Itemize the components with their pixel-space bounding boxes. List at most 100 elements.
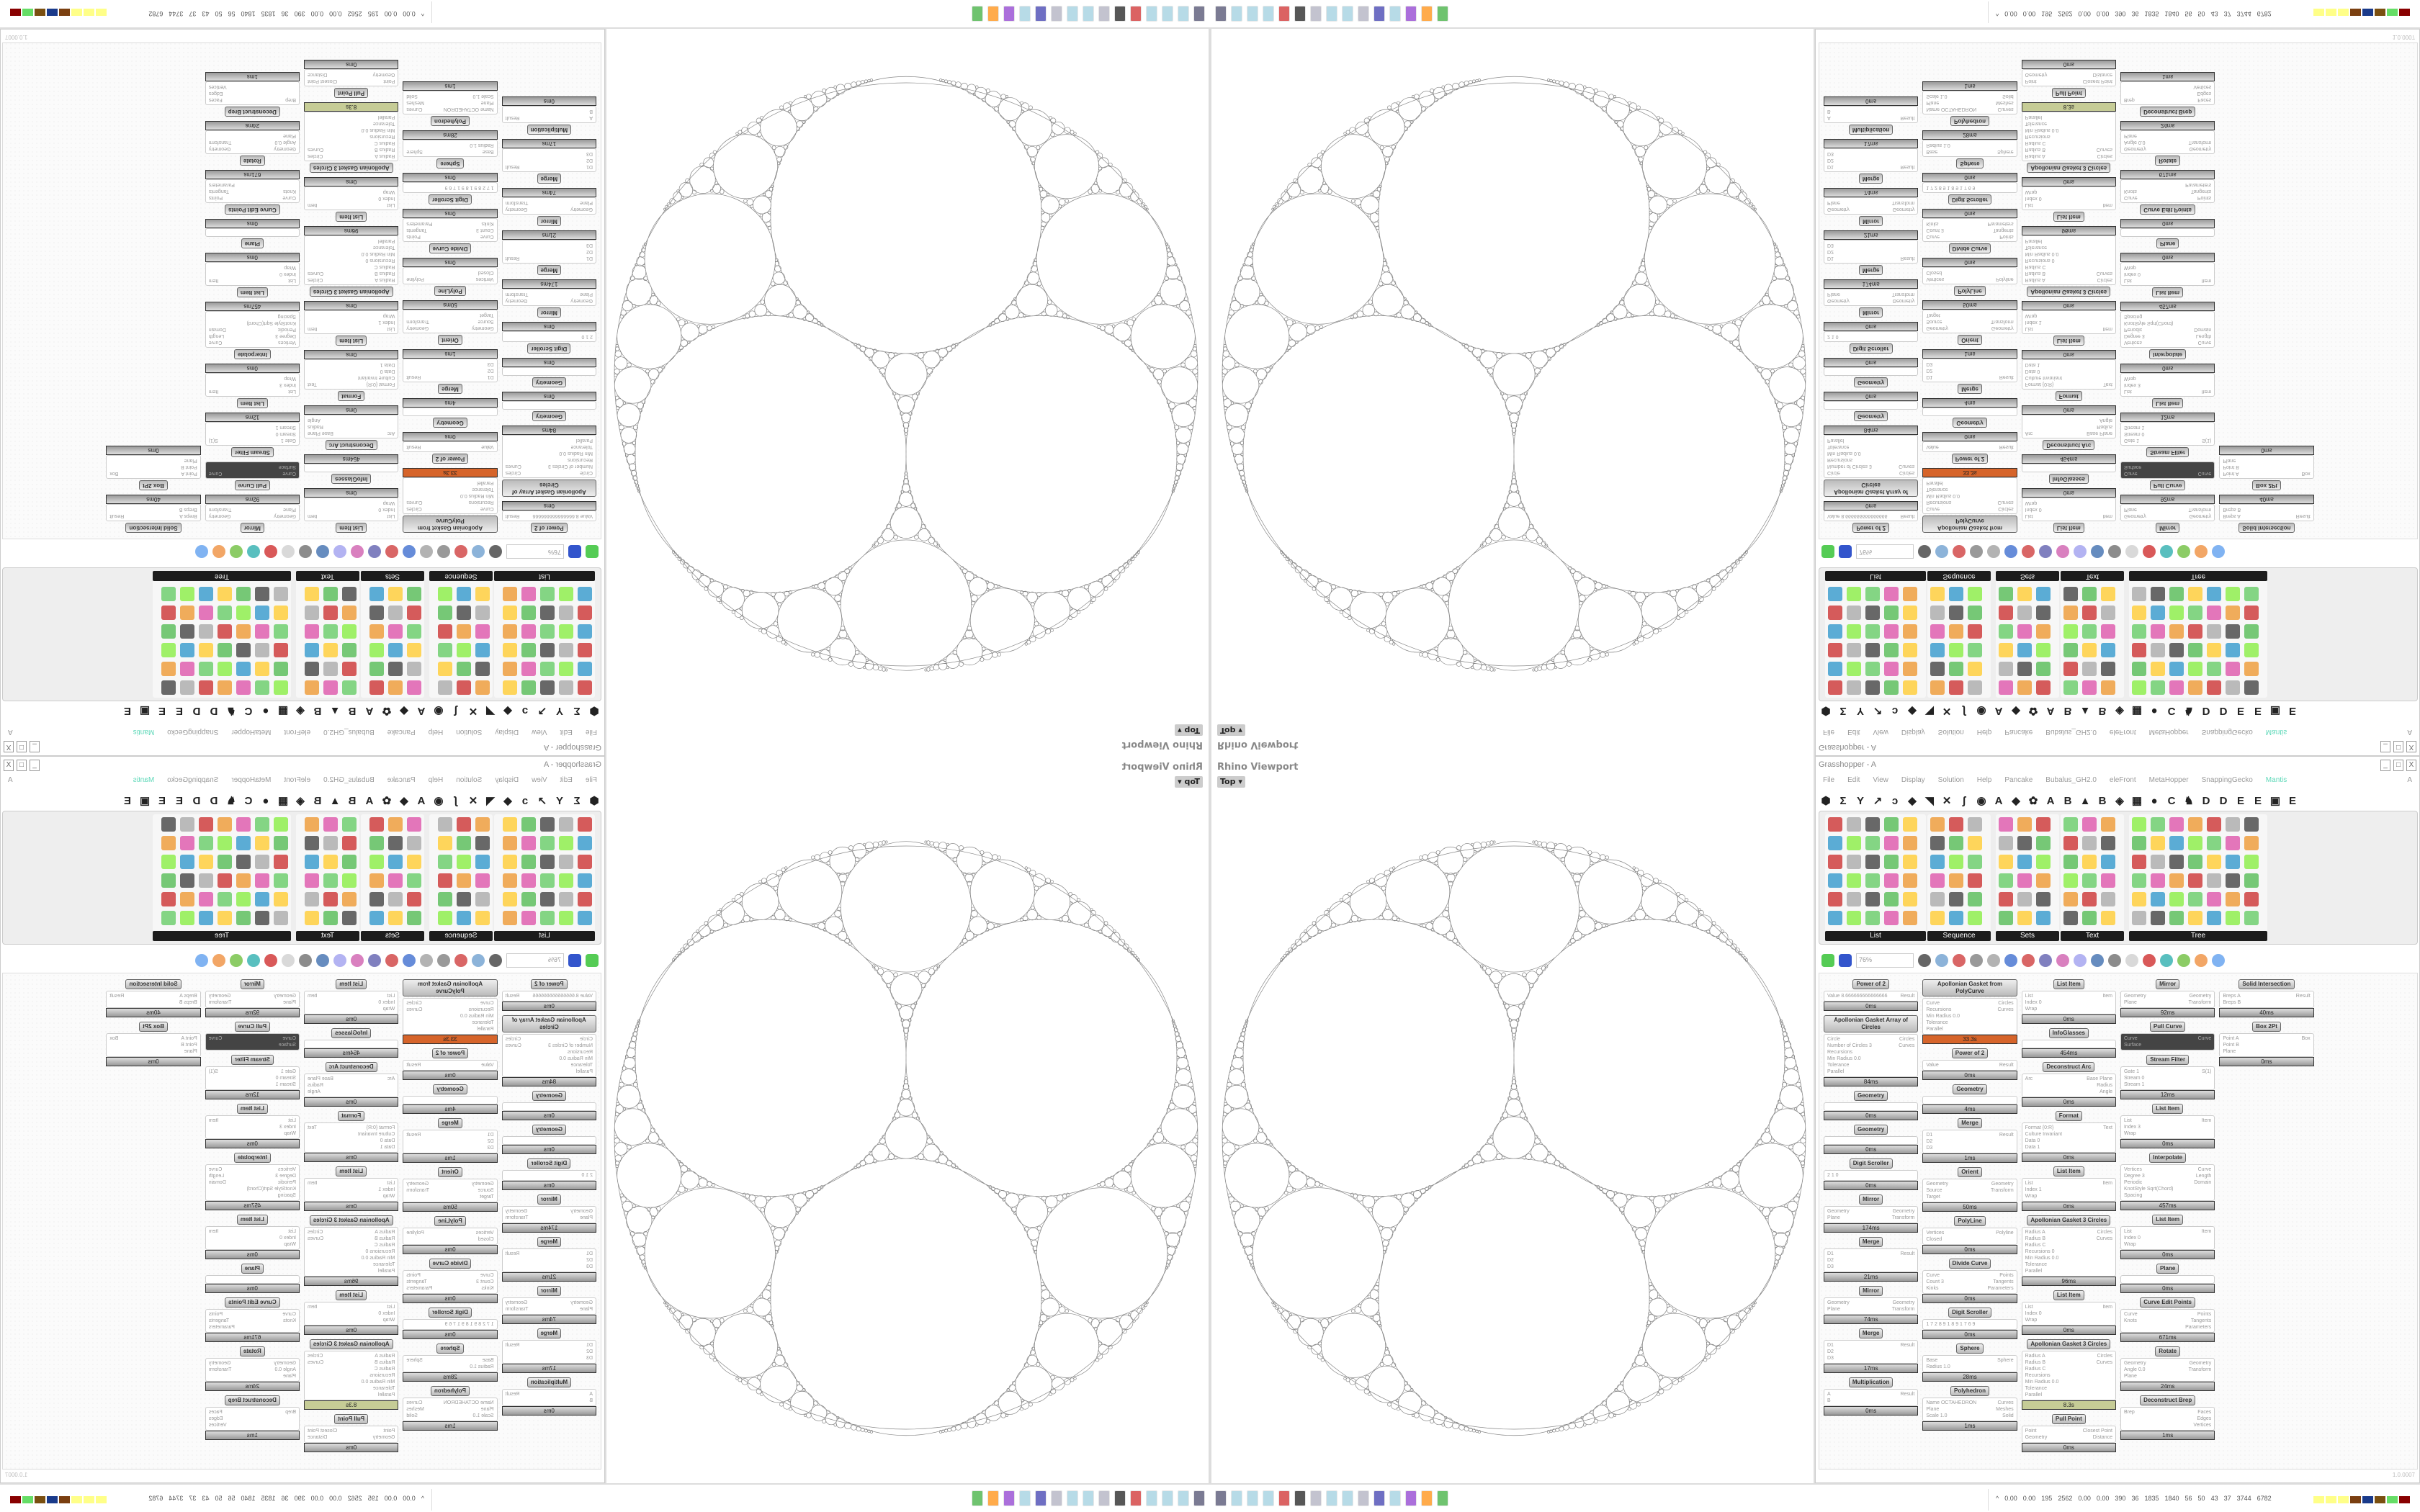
input-param[interactable]: Curve	[480, 506, 494, 511]
output-param[interactable]: Item	[2102, 513, 2112, 518]
component-icon[interactable]	[1999, 624, 2013, 639]
input-param[interactable]: Radius A	[2025, 1354, 2045, 1359]
input-param[interactable]: Value	[1926, 1063, 1939, 1068]
ribbon-group-label[interactable]: Sets	[361, 571, 424, 581]
input-param[interactable]: Parallel	[377, 1392, 395, 1398]
input-param[interactable]: B	[589, 1398, 593, 1403]
component-icon[interactable]	[2101, 606, 2115, 620]
component-icon[interactable]	[540, 873, 555, 888]
input-param[interactable]: Tolerance	[372, 1386, 395, 1391]
component-icon[interactable]	[255, 680, 269, 695]
tab-22[interactable]: D	[210, 705, 218, 718]
taskbar-app-icon[interactable]	[1231, 6, 1242, 22]
component-icon[interactable]	[540, 680, 555, 695]
component-icon[interactable]	[521, 606, 536, 620]
menu-item-solution[interactable]: Solution	[456, 728, 483, 736]
component-icon[interactable]	[1828, 855, 1842, 869]
component-icon[interactable]	[1949, 587, 1963, 601]
component-icon[interactable]	[559, 836, 573, 850]
input-param[interactable]: D1	[586, 1343, 593, 1348]
component-icon[interactable]	[1930, 817, 1945, 832]
component-icon[interactable]	[1999, 911, 2013, 925]
input-param[interactable]: Index 1	[2025, 1187, 2042, 1192]
input-param[interactable]: Radius B	[374, 1236, 395, 1241]
component-list-item[interactable]: List Item List Index 0 Wrap Item 0ms	[205, 1215, 300, 1259]
component-icon[interactable]	[1999, 587, 2013, 601]
input-param[interactable]: D2	[487, 1139, 494, 1144]
tab-12[interactable]: ✿	[2028, 705, 2038, 717]
taskbar-app-icon[interactable]	[1003, 6, 1015, 22]
input-param[interactable]: Geometry	[1926, 325, 1949, 330]
component-icon[interactable]	[2036, 680, 2051, 695]
component-icon[interactable]	[2226, 817, 2240, 832]
input-param[interactable]: Parallel	[377, 1269, 395, 1274]
component-icon[interactable]	[388, 624, 403, 639]
output-param[interactable]: Transform	[2188, 140, 2212, 145]
input-param[interactable]: Kinks	[1926, 221, 1939, 226]
input-param[interactable]: Arc	[387, 1076, 395, 1081]
minimize-button[interactable]: _	[30, 741, 40, 752]
toolbar-icon[interactable]	[1935, 954, 1948, 967]
tab-2[interactable]: Y	[1856, 705, 1864, 718]
output-param[interactable]: Parameters	[2185, 182, 2212, 187]
input-param[interactable]: Circle	[580, 1037, 593, 1042]
input-param[interactable]: D3	[586, 1356, 593, 1361]
tab-0[interactable]: ⬢	[589, 795, 599, 807]
component-icon[interactable]	[161, 643, 176, 657]
tab-15[interactable]: ▲	[329, 705, 341, 718]
component-icon[interactable]	[438, 624, 452, 639]
menu-item-edit[interactable]: Edit	[1847, 728, 1860, 736]
component-icon[interactable]	[559, 855, 573, 869]
input-param[interactable]: KnotStyle Sqrt(Chord) Spacing	[246, 1187, 297, 1198]
input-param[interactable]: Plane	[1827, 200, 1840, 205]
input-param[interactable]: Base	[482, 1358, 494, 1363]
component-icon[interactable]	[2207, 911, 2221, 925]
tab-1[interactable]: Σ	[573, 794, 581, 807]
ribbon-group-label[interactable]: Text	[296, 571, 359, 581]
tab-17[interactable]: ◈	[296, 795, 305, 807]
menu-item-edit[interactable]: Edit	[1847, 776, 1860, 784]
output-param[interactable]: Closest Point	[308, 78, 338, 84]
tab-7[interactable]: ✕	[468, 795, 478, 807]
output-param[interactable]: Parameters	[208, 1325, 235, 1330]
component-icon[interactable]	[1903, 817, 1917, 832]
component-icon[interactable]	[236, 680, 251, 695]
component-icon[interactable]	[2017, 911, 2032, 925]
component-geometry[interactable]: Geometry 0ms	[501, 358, 596, 387]
component-icon[interactable]	[407, 817, 421, 832]
component-icon[interactable]	[503, 836, 517, 850]
input-param[interactable]: Radius A	[2025, 153, 2045, 158]
menu-item-snappinggecko[interactable]: SnappingGecko	[167, 728, 219, 736]
output-param[interactable]: Item	[2102, 326, 2112, 331]
minimize-button[interactable]: _	[2380, 760, 2390, 771]
output-param[interactable]: Curve	[2197, 1167, 2212, 1172]
component-icon[interactable]	[1968, 643, 1982, 657]
taskbar-app-icon[interactable]	[1178, 1490, 1189, 1506]
component-geometry[interactable]: Geometry 4ms	[403, 398, 498, 428]
component-icon[interactable]	[2063, 911, 2078, 925]
input-param[interactable]: Stream 0	[275, 1076, 297, 1081]
component-icon[interactable]	[1949, 680, 1963, 695]
component-icon[interactable]	[161, 911, 176, 925]
component-icon[interactable]	[540, 911, 555, 925]
component-digit-scroller[interactable]: Digit Scroller 1 7 2 8 9 1 8 9 1 7 6 9 0ms	[1922, 173, 2017, 204]
toolbar-icon[interactable]	[1953, 545, 1966, 558]
component-apollonian-gasket-from-polycurve[interactable]: Apollonian Gasket from PolyCurve Curve Rec…	[1922, 468, 2017, 533]
component-icon[interactable]	[161, 606, 176, 620]
component-icon[interactable]	[180, 680, 194, 695]
input-param[interactable]: Wrap	[2025, 1007, 2038, 1012]
menu-item-view[interactable]: View	[1873, 776, 1888, 784]
tab-20[interactable]: C	[244, 794, 253, 807]
component-mirror[interactable]: Mirror Geometry Plane Geometry Transform 174m…	[1824, 279, 1919, 318]
input-param[interactable]: Radius A	[375, 277, 395, 282]
input-param[interactable]: Stream 0	[2123, 1076, 2145, 1081]
output-param[interactable]: Length	[2195, 333, 2212, 338]
tab-0[interactable]: ⬢	[589, 705, 599, 717]
component-icon[interactable]	[1999, 662, 2013, 676]
component-icon[interactable]	[2188, 911, 2202, 925]
input-param[interactable]: Tolerance	[1926, 1020, 1948, 1025]
component-icon[interactable]	[475, 911, 490, 925]
input-param[interactable]: Curve	[282, 471, 297, 476]
output-param[interactable]: Parameters	[2185, 1325, 2212, 1330]
component-icon[interactable]	[521, 680, 536, 695]
